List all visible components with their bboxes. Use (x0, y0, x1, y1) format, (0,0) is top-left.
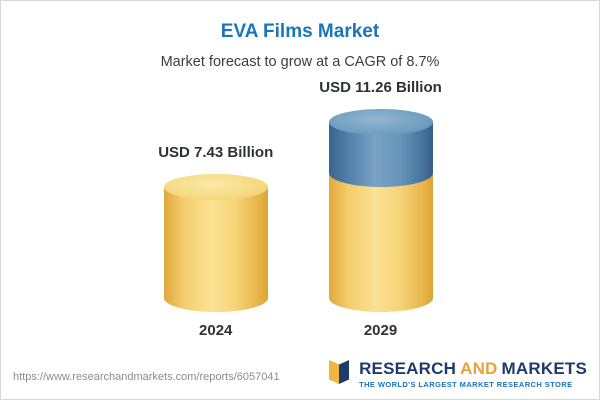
cylinder-2024-top-ellipse (163, 174, 268, 200)
logo-wordmark: RESEARCH AND MARKETS (359, 358, 587, 379)
chart-area: USD 7.43 Billion 2024 USD 11.26 Billion … (1, 77, 599, 339)
cylinder-2029 (328, 109, 433, 312)
researchandmarkets-logo: RESEARCH AND MARKETS THE WORLD'S LARGEST M… (326, 358, 587, 391)
cylinder-2029-top-ellipse (328, 109, 433, 135)
value-label-2029: USD 11.26 Billion (319, 79, 442, 96)
cylinder-2024 (163, 174, 268, 312)
logo-text: RESEARCH AND MARKETS THE WORLD'S LARGEST M… (359, 358, 587, 390)
logo-mark-icon (326, 358, 352, 391)
chart-subtitle: Market forecast to grow at a CAGR of 8.7… (160, 54, 440, 70)
bar-group-2029: USD 11.26 Billion 2029 (319, 79, 442, 339)
value-label-2024: USD 7.43 Billion (158, 144, 274, 161)
logo-word-and: AND (460, 358, 498, 378)
logo-tagline: THE WORLD'S LARGEST MARKET RESEARCH STOR… (359, 380, 573, 390)
bar-group-2024: USD 7.43 Billion 2024 (158, 144, 273, 339)
year-label-2024: 2024 (199, 322, 233, 339)
year-label-2029: 2029 (363, 322, 398, 339)
logo-word-research: RESEARCH (359, 358, 457, 378)
source-url[interactable]: https://www.researchandmarkets.com/repor… (13, 371, 280, 383)
cylinder-2024-body (163, 187, 268, 312)
chart-title: EVA Films Market (220, 21, 380, 42)
logo-word-markets: MARKETS (501, 358, 587, 378)
